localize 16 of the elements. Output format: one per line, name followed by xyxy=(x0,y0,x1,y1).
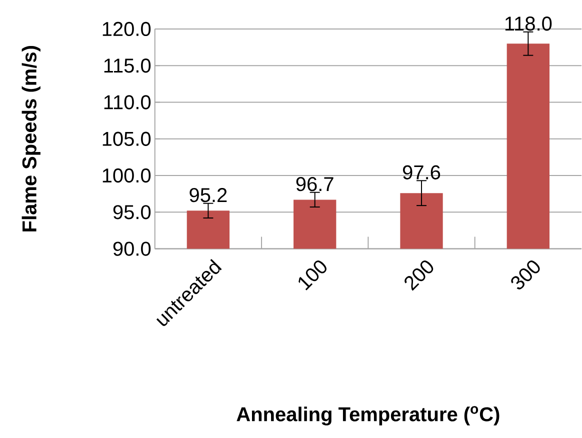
y-tick-label: 115.0 xyxy=(104,58,151,73)
data-label: 97.6 xyxy=(403,165,440,180)
x-axis-title: Annealing Temperature ($^{o}$C) xyxy=(236,406,500,426)
y-tick-label: 105.0 xyxy=(102,132,151,146)
x-tick-label: 200 xyxy=(404,260,434,291)
data-label: 118.0 xyxy=(505,16,552,31)
y-tick-label: 120.0 xyxy=(102,22,151,36)
x-tick-label: 100 xyxy=(298,260,326,291)
y-tick-label: 100.0 xyxy=(102,168,151,183)
x-tick-label: 300 xyxy=(511,260,540,290)
data-label: 96.7 xyxy=(296,177,334,192)
y-axis-title: Flame Speeds (m/s) xyxy=(22,46,40,232)
y-tick-label: 110.0 xyxy=(104,95,151,110)
data-label: 95.2 xyxy=(190,188,227,202)
y-tick-label: 90.0 xyxy=(113,242,151,256)
y-tick-label: 95.0 xyxy=(113,205,151,220)
